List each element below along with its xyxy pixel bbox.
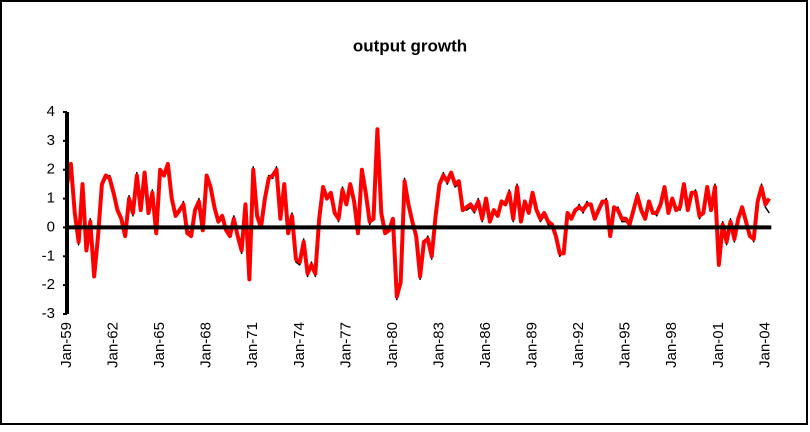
x-tick-label: Jan-89 bbox=[524, 322, 541, 368]
y-tick-label: 2 bbox=[47, 161, 55, 178]
y-tick-label: 4 bbox=[47, 103, 55, 120]
x-tick-label: Jan-83 bbox=[430, 322, 447, 368]
y-tick-label: 1 bbox=[47, 190, 55, 207]
x-tick-label: Jan-01 bbox=[710, 322, 727, 368]
x-tick-label: Jan-92 bbox=[570, 322, 587, 368]
y-tick-label: 0 bbox=[47, 218, 55, 235]
x-tick-label: Jan-80 bbox=[384, 322, 401, 368]
x-tick-label: Jan-95 bbox=[617, 322, 634, 368]
x-tick-label: Jan-04 bbox=[756, 322, 773, 368]
x-tick-label: Jan-68 bbox=[198, 322, 215, 368]
y-tick-label: -2 bbox=[42, 276, 55, 293]
x-tick-label: Jan-71 bbox=[244, 322, 261, 368]
x-tick-label: Jan-77 bbox=[337, 322, 354, 368]
x-tick-label: Jan-74 bbox=[291, 322, 308, 368]
y-tick-label: 3 bbox=[47, 132, 55, 149]
x-tick-label: Jan-59 bbox=[58, 322, 75, 368]
series-line bbox=[65, 127, 771, 299]
y-tick-label: -1 bbox=[42, 247, 55, 264]
x-tick-label: Jan-98 bbox=[663, 322, 680, 368]
x-tick-label: Jan-62 bbox=[105, 322, 122, 368]
y-tick-label: -3 bbox=[42, 305, 55, 322]
chart-title: output growth bbox=[353, 36, 467, 55]
x-tick-label: Jan-86 bbox=[477, 322, 494, 368]
x-tick-label: Jan-65 bbox=[151, 322, 168, 368]
